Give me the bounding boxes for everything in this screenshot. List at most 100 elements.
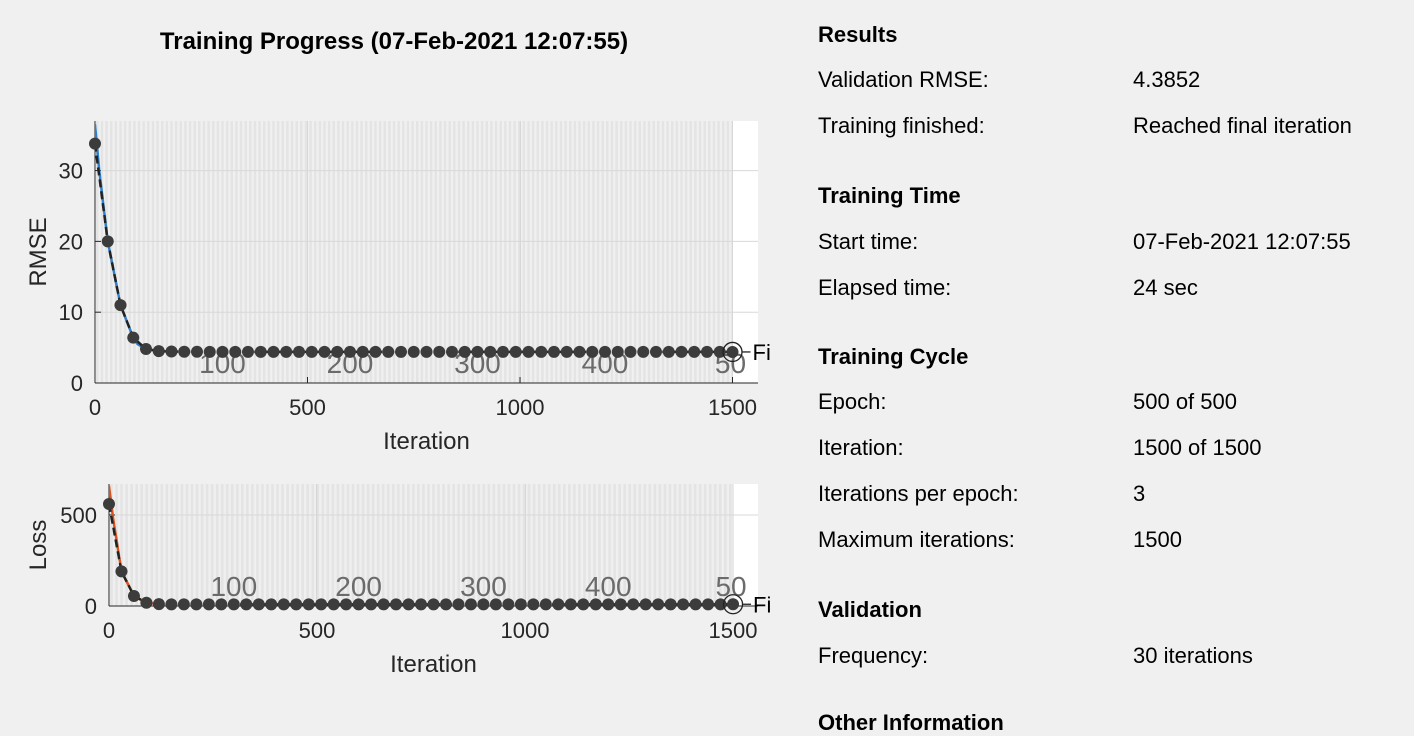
loss-validation-point [190,598,203,611]
start-time-label: Start time: [818,229,919,254]
loss-validation-point [689,598,702,611]
rmse-validation-point [331,345,344,358]
epoch-row: Epoch: 500 of 500 [818,389,1414,419]
x-tick-label: 0 [89,395,101,420]
rmse-validation-point [101,235,114,248]
loss-validation-point [165,598,178,611]
x-tick-label: 500 [299,618,336,643]
loss-validation-point [415,598,428,611]
loss-validation-point [277,598,290,611]
loss-validation-point [502,598,515,611]
rmse-validation-point [178,345,191,358]
loss-validation-point [265,598,278,611]
rmse-validation-point [382,345,395,358]
loss-validation-point [489,598,502,611]
start-time-value: 07-Feb-2021 12:07:55 [1133,229,1351,254]
rmse-validation-point [293,345,305,358]
loss-validation-point [639,598,652,611]
rmse-final-marker-label: Fi [753,340,771,365]
rmse-validation-point [267,345,280,358]
epoch-label: 50 [715,571,746,602]
rmse-validation-point [216,345,229,358]
rmse-validation-point [140,343,152,356]
rmse-epoch-shading [95,121,733,383]
rmse-validation-point [395,345,407,358]
loss-validation-point [115,565,128,578]
loss-validation-point [127,589,140,602]
epoch-label: 400 [585,571,632,602]
y-tick-label: 500 [60,503,97,528]
iterations-per-epoch-label: Iterations per epoch: [818,481,1019,506]
rmse-validation-point [637,345,650,358]
training-cycle-heading: Training Cycle [818,344,969,369]
rmse-validation-point [318,345,331,358]
rmse-validation-point [420,345,433,358]
iteration-label: Iteration: [818,435,904,460]
loss-validation-point [727,598,740,611]
frequency-value: 30 iterations [1133,643,1253,668]
loss-validation-point [315,598,328,611]
training-info-panel: Results Validation RMSE: 4.3852 Training… [818,0,1414,735]
loss-validation-point [514,598,527,611]
y-tick-label: 20 [59,229,83,254]
loss-validation-point [702,598,715,611]
rmse-validation-point [548,345,560,358]
y-tick-label: 0 [71,371,83,396]
loss-validation-point [452,598,465,611]
rmse-validation-point [650,345,662,358]
rmse-validation-point [458,345,471,358]
training-finished-label: Training finished: [818,113,985,138]
loss-validation-point [390,598,403,611]
loss-validation-point [477,598,490,611]
loss-validation-point [552,598,565,611]
loss-validation-point [177,598,190,611]
loss-validation-point [577,598,590,611]
x-tick-label: 1500 [708,395,757,420]
loss-validation-point [352,598,365,611]
plot-title: Training Progress (07-Feb-2021 12:07:55) [159,28,629,55]
loss-chart: 100 200 300 400 500 500 1000 15000500IterationL… [25,484,771,678]
rmse-validation-point [509,345,522,358]
rmse-validation-point [471,345,484,358]
loss-final-marker-label: Fi [753,592,771,617]
epoch-label: Epoch: [818,389,887,414]
rmse-validation-point [254,345,267,358]
loss-validation-point [377,598,390,611]
rmse-validation-point [152,345,165,358]
validation-rmse-value: 4.3852 [1133,67,1201,92]
x-tick-label: 1500 [709,618,758,643]
iteration-value: 1500 of 1500 [1133,435,1262,460]
loss-validation-point [564,598,577,611]
loss-validation-point [439,598,452,611]
rmse-validation-point [586,345,599,358]
loss-validation-point [152,598,165,611]
rmse-validation-point [407,345,420,358]
loss-validation-point [340,598,353,611]
maximum-iterations-row: Maximum iterations: 1500 [818,527,1414,557]
training-finished-value: Reached final iteration [1133,113,1352,138]
rmse-validation-point [726,345,739,358]
rmse-validation-point [433,345,446,358]
rmse-validation-point [713,345,726,358]
rmse-x-axis-label: Iteration [383,428,470,455]
rmse-validation-point [484,345,497,358]
loss-validation-point [240,598,253,611]
loss-validation-point [464,598,477,611]
iterations-per-epoch-value: 3 [1133,481,1146,506]
rmse-validation-point [242,345,254,358]
loss-validation-point [252,598,265,611]
iteration-row: Iteration: 1500 of 1500 [818,435,1414,465]
loss-validation-point [140,596,153,609]
elapsed-time-row: Elapsed time: 24 sec [818,275,1414,305]
results-heading: Results [818,22,898,47]
validation-heading: Validation [818,597,922,622]
rmse-validation-point [446,345,458,358]
loss-validation-point [103,498,115,511]
frequency-row: Frequency: 30 iterations [818,643,1414,673]
y-tick-label: 10 [59,300,83,325]
loss-validation-point [627,598,640,611]
iterations-per-epoch-row: Iterations per epoch: 3 [818,481,1414,511]
loss-y-axis-label: Loss [25,520,52,571]
loss-validation-point [427,598,440,611]
training-time-heading: Training Time [818,183,961,208]
